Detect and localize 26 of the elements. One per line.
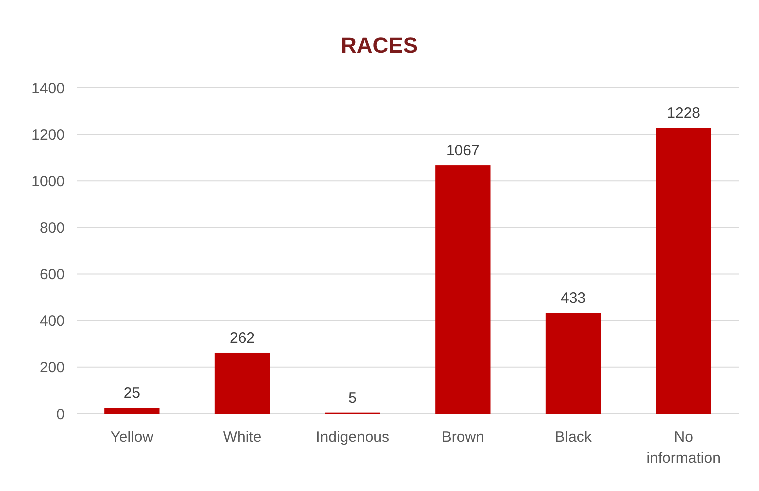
data-label: 1228 bbox=[667, 105, 701, 122]
bar bbox=[546, 313, 602, 414]
data-label: 5 bbox=[348, 390, 358, 407]
x-tick-label: No information bbox=[646, 429, 721, 467]
y-tick-label: 200 bbox=[40, 360, 65, 377]
bar bbox=[104, 408, 160, 414]
x-tick-label: Brown bbox=[442, 429, 484, 446]
data-label: 1067 bbox=[446, 142, 480, 160]
data-label: 25 bbox=[124, 385, 141, 402]
x-tick-label: White bbox=[223, 429, 262, 446]
y-tick-label: 1000 bbox=[32, 173, 65, 190]
y-tick-label: 0 bbox=[56, 406, 65, 424]
data-label: 262 bbox=[230, 330, 256, 347]
chart-title: RACES bbox=[340, 33, 418, 58]
y-tick-label: 1200 bbox=[32, 126, 65, 144]
bar bbox=[656, 128, 712, 414]
bar bbox=[436, 166, 491, 414]
y-tick-label: 800 bbox=[40, 220, 65, 237]
x-tick-label: Yellow bbox=[110, 429, 154, 446]
y-tick-label: 1400 bbox=[32, 80, 65, 98]
bar bbox=[214, 352, 270, 414]
y-tick-label: 400 bbox=[40, 313, 65, 330]
x-tick-label: Indigenous bbox=[316, 429, 390, 446]
data-label: 433 bbox=[560, 290, 586, 308]
y-tick-label: 600 bbox=[40, 266, 65, 284]
x-tick-label: Black bbox=[555, 429, 592, 446]
